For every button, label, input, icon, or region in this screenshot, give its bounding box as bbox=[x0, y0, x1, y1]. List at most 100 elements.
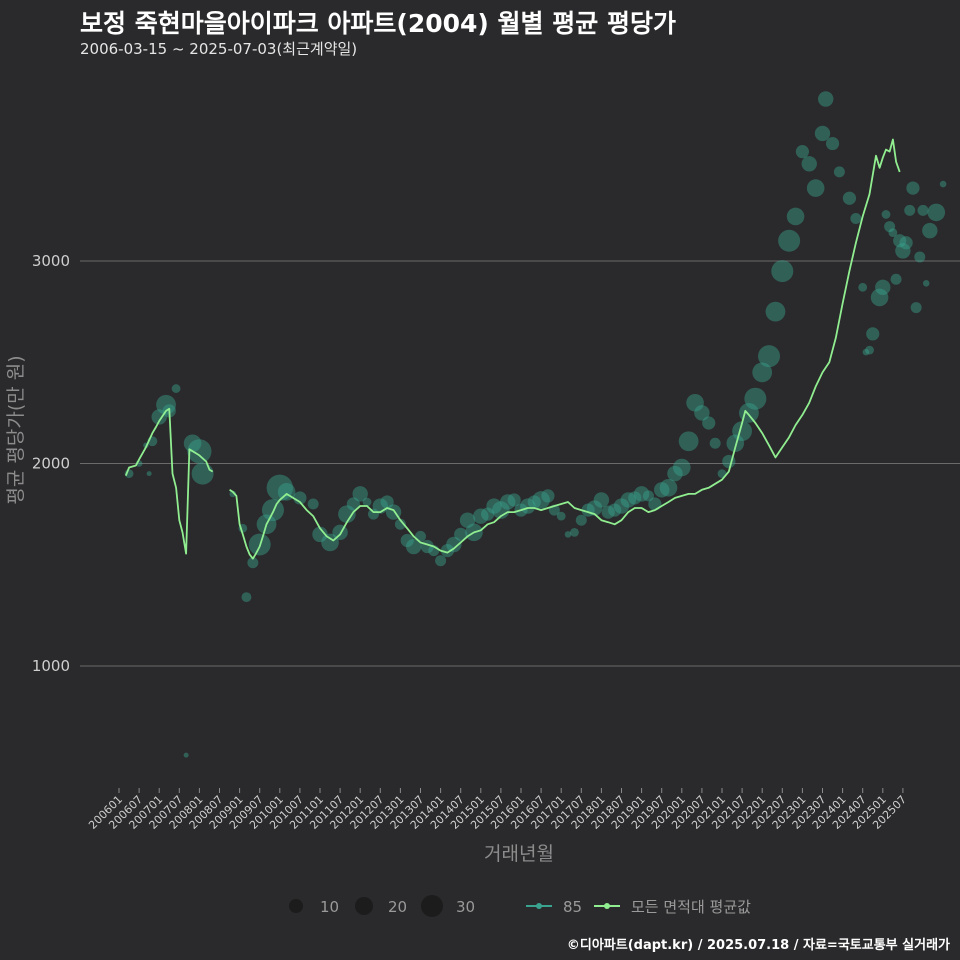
y-tick-label-1000: 1000 bbox=[32, 657, 70, 675]
bubble-point-104 bbox=[858, 282, 868, 292]
size-legend-marker-medium bbox=[355, 897, 373, 915]
bubble-point-120 bbox=[914, 251, 926, 263]
bubble-point-59 bbox=[556, 511, 566, 521]
x-axis-title: 거래년월 bbox=[484, 843, 554, 865]
bubble-point-52 bbox=[507, 493, 521, 507]
bubble-point-24 bbox=[312, 526, 328, 543]
bubble-point-25 bbox=[321, 533, 339, 552]
bubble-point-93 bbox=[778, 229, 801, 252]
bubble-point-73 bbox=[648, 497, 662, 511]
gridlines bbox=[80, 260, 960, 667]
bubble-point-75 bbox=[659, 479, 678, 497]
bubble-point-57 bbox=[541, 489, 555, 503]
bubble-point-118 bbox=[906, 181, 920, 195]
bubble-point-12 bbox=[191, 462, 214, 485]
bubble-point-95 bbox=[795, 145, 810, 159]
bubble-point-81 bbox=[702, 416, 716, 430]
bubble-point-3 bbox=[146, 471, 152, 477]
bubble-point-22 bbox=[293, 491, 307, 505]
bubble-point-78 bbox=[678, 431, 699, 452]
average-line-segment-1 bbox=[124, 407, 214, 555]
bubble-point-125 bbox=[939, 180, 947, 188]
bubble-point-43 bbox=[446, 536, 462, 553]
bubble-point-88 bbox=[744, 387, 767, 410]
bubble-point-13 bbox=[229, 490, 237, 498]
bubble-point-66 bbox=[601, 505, 615, 519]
legend-point-average bbox=[604, 903, 610, 909]
bubble-point-121 bbox=[917, 204, 929, 216]
y-tick-label-2000: 2000 bbox=[32, 455, 70, 473]
bubble-point-101 bbox=[833, 166, 845, 178]
bubble-point-108 bbox=[870, 288, 889, 307]
bubble-point-65 bbox=[593, 492, 610, 508]
bubble-point-82 bbox=[709, 437, 721, 449]
size-legend-label-20: 20 bbox=[388, 898, 407, 916]
bubble-point-9 bbox=[183, 752, 189, 758]
bubble-point-10 bbox=[183, 434, 202, 453]
bubble-point-44 bbox=[454, 527, 468, 541]
bubble-point-23 bbox=[307, 498, 319, 510]
bubble-point-42 bbox=[440, 543, 455, 558]
bubble-point-56 bbox=[532, 491, 550, 509]
bubble-point-80 bbox=[694, 405, 710, 421]
bubble-point-114 bbox=[893, 234, 907, 248]
bubble-point-67 bbox=[608, 503, 622, 517]
bubble-point-29 bbox=[352, 486, 368, 502]
size-legend-label-30: 30 bbox=[456, 898, 475, 916]
bubble-point-113 bbox=[890, 273, 902, 285]
bubble-point-8 bbox=[171, 384, 181, 393]
bubble-point-119 bbox=[910, 302, 922, 314]
bubble-point-49 bbox=[486, 498, 502, 514]
bubble-point-60 bbox=[564, 531, 572, 538]
x-axis: 2006012006072007012007072008012008072009… bbox=[86, 788, 909, 832]
size-legend-marker-large bbox=[421, 895, 443, 917]
chart-subtitle: 2006-03-15 ~ 2025-07-03(최근계약일) bbox=[80, 40, 358, 58]
bubble-point-123 bbox=[922, 222, 938, 239]
bubble-point-71 bbox=[633, 486, 650, 502]
bubble-point-55 bbox=[527, 495, 541, 509]
bubble-point-105 bbox=[862, 348, 870, 356]
bubble-point-116 bbox=[899, 236, 913, 250]
bubble-point-89 bbox=[752, 362, 773, 383]
bubble-point-45 bbox=[459, 512, 476, 528]
y-axis-title: 평균 평당가(만 원) bbox=[5, 355, 27, 504]
bubble-point-26 bbox=[332, 524, 348, 541]
bubble-series bbox=[124, 91, 947, 758]
bubble-point-91 bbox=[765, 301, 786, 322]
bubble-point-99 bbox=[825, 136, 840, 151]
bubble-point-97 bbox=[806, 179, 825, 197]
bubble-point-76 bbox=[667, 465, 683, 482]
bubble-point-100 bbox=[818, 91, 834, 107]
bubble-point-37 bbox=[405, 538, 422, 555]
bubble-point-110 bbox=[881, 210, 891, 219]
bubble-point-107 bbox=[866, 327, 880, 341]
bubble-point-96 bbox=[801, 156, 817, 172]
bubble-point-117 bbox=[904, 204, 916, 216]
bubble-point-92 bbox=[771, 260, 794, 283]
legend-label-85: 85 bbox=[563, 898, 582, 916]
legend-label-average: 모든 면적대 평균값 bbox=[631, 898, 751, 916]
source-credit: ©디아파트(dapt.kr) / 2025.07.18 / 자료=국토교통부 실… bbox=[566, 938, 950, 953]
bubble-point-5 bbox=[151, 409, 167, 425]
bubble-point-62 bbox=[575, 514, 587, 526]
bubble-point-111 bbox=[884, 221, 896, 233]
bubble-point-70 bbox=[628, 491, 642, 505]
bubble-point-90 bbox=[758, 345, 781, 368]
bubble-point-98 bbox=[814, 125, 831, 142]
line-series bbox=[124, 138, 901, 560]
bubble-point-79 bbox=[686, 393, 704, 412]
bubble-point-103 bbox=[850, 212, 862, 224]
bubble-point-109 bbox=[875, 279, 891, 296]
bubble-point-122 bbox=[922, 279, 930, 287]
bubble-point-36 bbox=[400, 533, 414, 548]
bubble-point-41 bbox=[435, 555, 447, 567]
y-axis: 1000 2000 3000 bbox=[32, 252, 70, 675]
bubble-point-64 bbox=[586, 500, 603, 516]
bubble-point-94 bbox=[786, 207, 805, 226]
bubble-point-85 bbox=[726, 434, 745, 453]
bubble-point-115 bbox=[895, 243, 911, 259]
bubble-point-33 bbox=[380, 495, 394, 509]
legend: 10 20 30 85 모든 면적대 평균값 bbox=[289, 895, 751, 917]
bubble-point-106 bbox=[865, 345, 874, 355]
